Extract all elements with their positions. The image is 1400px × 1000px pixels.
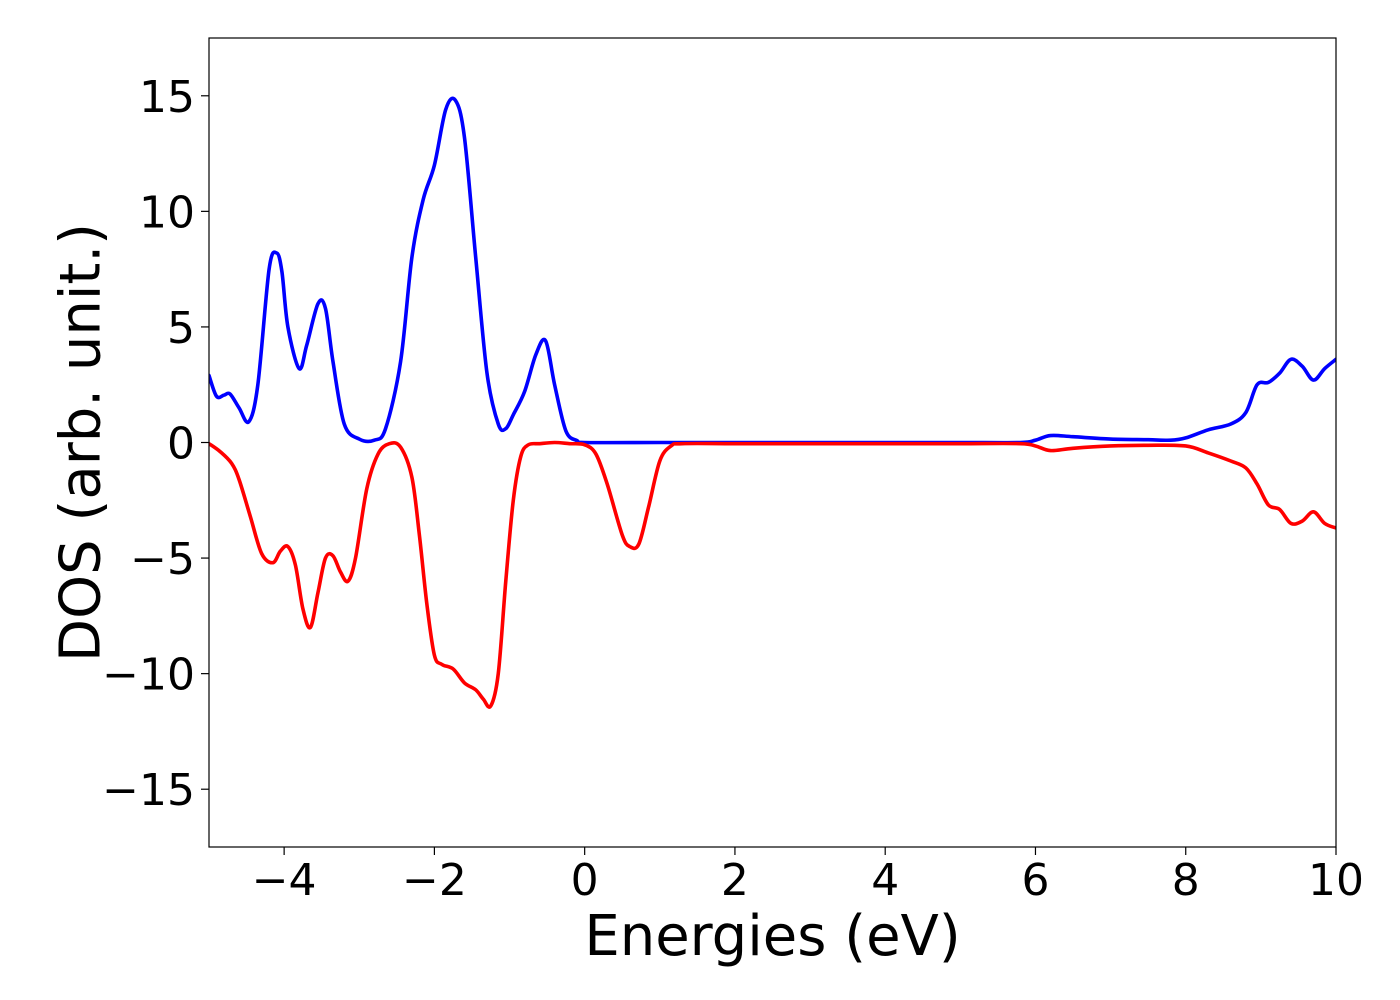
y-tick-label: 10 xyxy=(139,187,195,238)
axes-frame xyxy=(208,37,1337,848)
y-axis-label: DOS (arb. unit.) xyxy=(49,223,114,662)
x-axis-label: Energies (eV) xyxy=(584,904,960,969)
series-line-2 xyxy=(209,440,1336,709)
y-tick-label: 15 xyxy=(139,72,195,123)
y-tick-label: −5 xyxy=(130,534,195,585)
x-ticks: −4 −2 0 2 4 6 8 10 xyxy=(252,847,1364,906)
plot-area xyxy=(209,96,1336,709)
y-tick-label: −15 xyxy=(102,765,195,816)
y-tick-label: −10 xyxy=(102,650,195,701)
x-tick-label: 4 xyxy=(871,855,899,906)
x-tick-label: 0 xyxy=(571,855,599,906)
x-tick-label: 6 xyxy=(1021,855,1049,906)
x-tick-label: −2 xyxy=(402,855,467,906)
x-tick-label: 10 xyxy=(1308,855,1364,906)
x-tick-label: 8 xyxy=(1172,855,1200,906)
series-line-1 xyxy=(209,96,1336,445)
y-tick-label: 0 xyxy=(167,419,195,470)
y-tick-label: 5 xyxy=(167,303,195,354)
y-ticks: 15 10 5 0 −5 −10 −15 xyxy=(102,72,209,816)
x-tick-label: −4 xyxy=(252,855,317,906)
x-tick-label: 2 xyxy=(721,855,749,906)
